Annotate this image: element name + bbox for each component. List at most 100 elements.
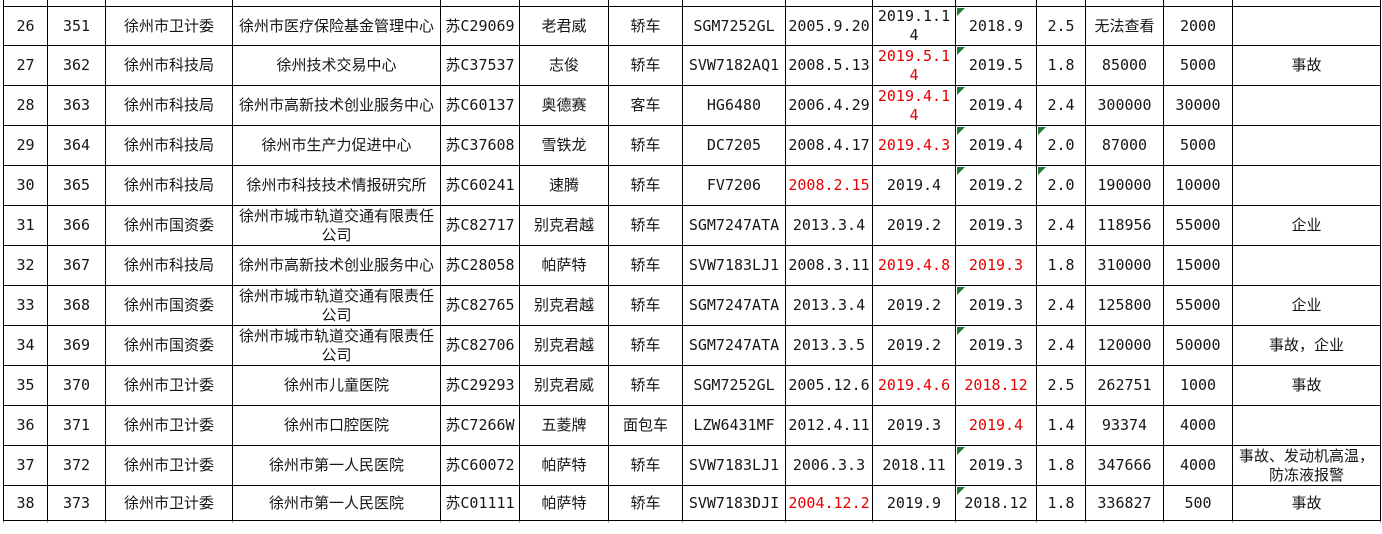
table-cell[interactable]: 徐州市卫计委 bbox=[105, 445, 233, 486]
table-cell[interactable]: SVW7183LJ1 bbox=[682, 245, 786, 286]
table-cell[interactable]: SVW7183DJI bbox=[682, 485, 786, 521]
table-cell[interactable]: 1.8 bbox=[1036, 245, 1086, 286]
table-cell[interactable]: 371 bbox=[47, 405, 106, 446]
table-cell[interactable]: 2018.9 bbox=[955, 6, 1037, 46]
table-cell[interactable]: 徐州市卫计委 bbox=[105, 405, 233, 446]
table-cell[interactable]: 2019.3 bbox=[955, 285, 1037, 326]
table-cell[interactable]: 2019.3 bbox=[955, 445, 1037, 486]
table-cell[interactable]: 2018.11 bbox=[872, 445, 956, 486]
table-cell[interactable]: 事故 bbox=[1232, 485, 1381, 521]
table-cell[interactable]: 2019.3 bbox=[955, 325, 1037, 366]
table-cell[interactable]: 徐州市卫计委 bbox=[105, 365, 233, 406]
table-cell[interactable]: 徐州市国资委 bbox=[105, 325, 233, 366]
table-cell[interactable]: 企业 bbox=[1232, 285, 1381, 326]
table-cell[interactable]: 2.0 bbox=[1036, 165, 1086, 206]
table-cell[interactable]: 无法查看 bbox=[1085, 6, 1164, 46]
table-cell[interactable]: SGM7252GL bbox=[682, 365, 786, 406]
table-cell[interactable]: SVW7183LJ1 bbox=[682, 445, 786, 486]
table-cell[interactable]: 2.4 bbox=[1036, 285, 1086, 326]
table-cell[interactable]: 31 bbox=[3, 205, 48, 246]
table-cell[interactable]: 85000 bbox=[1085, 45, 1164, 86]
table-cell[interactable]: 2019.4 bbox=[955, 125, 1037, 166]
table-cell[interactable]: 苏C29293 bbox=[440, 365, 520, 406]
table-cell[interactable]: 苏C28058 bbox=[440, 245, 520, 286]
table-cell[interactable]: 事故 bbox=[1232, 365, 1381, 406]
table-cell[interactable]: 120000 bbox=[1085, 325, 1164, 366]
table-cell[interactable]: 367 bbox=[47, 245, 106, 286]
table-cell[interactable]: 徐州技术交易中心 bbox=[232, 45, 441, 86]
table-cell[interactable]: 365 bbox=[47, 165, 106, 206]
table-cell[interactable]: SGM7247ATA bbox=[682, 285, 786, 326]
table-cell[interactable]: 4000 bbox=[1163, 445, 1233, 486]
table-cell[interactable]: 苏C7266W bbox=[440, 405, 520, 446]
table-cell[interactable]: 徐州市城市轨道交通有限责任公司 bbox=[232, 325, 441, 366]
table-cell[interactable] bbox=[1232, 125, 1381, 166]
table-cell[interactable]: 2019.3 bbox=[872, 405, 956, 446]
table-cell[interactable]: 30000 bbox=[1163, 85, 1233, 126]
table-cell[interactable] bbox=[1232, 6, 1381, 46]
table-cell[interactable]: 2006.4.29 bbox=[785, 85, 873, 126]
table-cell[interactable]: 徐州市国资委 bbox=[105, 285, 233, 326]
table-cell[interactable]: 5000 bbox=[1163, 45, 1233, 86]
table-cell[interactable]: 徐州市儿童医院 bbox=[232, 365, 441, 406]
table-cell[interactable]: 2019.5 bbox=[955, 45, 1037, 86]
table-cell[interactable] bbox=[1232, 85, 1381, 126]
table-cell[interactable]: 轿车 bbox=[608, 6, 683, 46]
table-cell[interactable]: 志俊 bbox=[519, 45, 609, 86]
table-cell[interactable]: 2.4 bbox=[1036, 85, 1086, 126]
table-cell[interactable]: 2019.4.6 bbox=[872, 365, 956, 406]
table-cell[interactable]: SVW7182AQ1 bbox=[682, 45, 786, 86]
table-cell[interactable]: 苏C01111 bbox=[440, 485, 520, 521]
table-cell[interactable]: SGM7247ATA bbox=[682, 205, 786, 246]
table-cell[interactable]: 徐州市科技局 bbox=[105, 165, 233, 206]
table-cell[interactable]: 徐州市城市轨道交通有限责任公司 bbox=[232, 205, 441, 246]
table-cell[interactable]: 轿车 bbox=[608, 285, 683, 326]
table-cell[interactable]: 徐州市第一人民医院 bbox=[232, 445, 441, 486]
table-cell[interactable]: 徐州市生产力促进中心 bbox=[232, 125, 441, 166]
table-cell[interactable]: 轿车 bbox=[608, 445, 683, 486]
table-cell[interactable]: 徐州市城市轨道交通有限责任公司 bbox=[232, 285, 441, 326]
table-cell[interactable]: 2006.3.3 bbox=[785, 445, 873, 486]
table-cell[interactable]: 事故，企业 bbox=[1232, 325, 1381, 366]
table-cell[interactable]: 别克君越 bbox=[519, 325, 609, 366]
table-cell[interactable]: 1000 bbox=[1163, 365, 1233, 406]
table-cell[interactable]: 34 bbox=[3, 325, 48, 366]
table-cell[interactable]: 轿车 bbox=[608, 45, 683, 86]
table-cell[interactable]: 373 bbox=[47, 485, 106, 521]
table-cell[interactable]: 徐州市国资委 bbox=[105, 205, 233, 246]
table-cell[interactable]: 徐州市科技局 bbox=[105, 85, 233, 126]
table-cell[interactable]: 2019.4 bbox=[955, 85, 1037, 126]
table-cell[interactable]: 2000 bbox=[1163, 6, 1233, 46]
table-cell[interactable]: 徐州市科技技术情报研究所 bbox=[232, 165, 441, 206]
table-cell[interactable]: 125800 bbox=[1085, 285, 1164, 326]
table-cell[interactable]: 500 bbox=[1163, 485, 1233, 521]
table-cell[interactable]: 别克君越 bbox=[519, 285, 609, 326]
table-cell[interactable]: 苏C60137 bbox=[440, 85, 520, 126]
table-cell[interactable]: 2008.5.13 bbox=[785, 45, 873, 86]
table-cell[interactable]: 55000 bbox=[1163, 205, 1233, 246]
table-cell[interactable]: 368 bbox=[47, 285, 106, 326]
table-cell[interactable]: 徐州市科技局 bbox=[105, 125, 233, 166]
table-cell[interactable]: 351 bbox=[47, 6, 106, 46]
table-cell[interactable]: 2008.4.17 bbox=[785, 125, 873, 166]
table-cell[interactable]: 372 bbox=[47, 445, 106, 486]
table-cell[interactable]: 2.4 bbox=[1036, 205, 1086, 246]
table-cell[interactable]: 2004.12.2 bbox=[785, 485, 873, 521]
table-cell[interactable]: 2018.12 bbox=[955, 485, 1037, 521]
table-cell[interactable]: 帕萨特 bbox=[519, 245, 609, 286]
table-cell[interactable]: 2005.12.6 bbox=[785, 365, 873, 406]
table-cell[interactable]: 364 bbox=[47, 125, 106, 166]
table-cell[interactable]: 32 bbox=[3, 245, 48, 286]
table-cell[interactable]: 50000 bbox=[1163, 325, 1233, 366]
table-cell[interactable]: 徐州市高新技术创业服务中心 bbox=[232, 245, 441, 286]
table-cell[interactable]: 2019.2 bbox=[955, 165, 1037, 206]
table-cell[interactable]: 事故 bbox=[1232, 45, 1381, 86]
table-cell[interactable]: 苏C29069 bbox=[440, 6, 520, 46]
table-cell[interactable]: 362 bbox=[47, 45, 106, 86]
table-cell[interactable]: 苏C82717 bbox=[440, 205, 520, 246]
table-cell[interactable]: 2.0 bbox=[1036, 125, 1086, 166]
table-cell[interactable]: 轿车 bbox=[608, 325, 683, 366]
table-cell[interactable]: 38 bbox=[3, 485, 48, 521]
table-cell[interactable]: 事故、发动机高温，防冻液报警 bbox=[1232, 445, 1381, 486]
table-cell[interactable]: 苏C37608 bbox=[440, 125, 520, 166]
